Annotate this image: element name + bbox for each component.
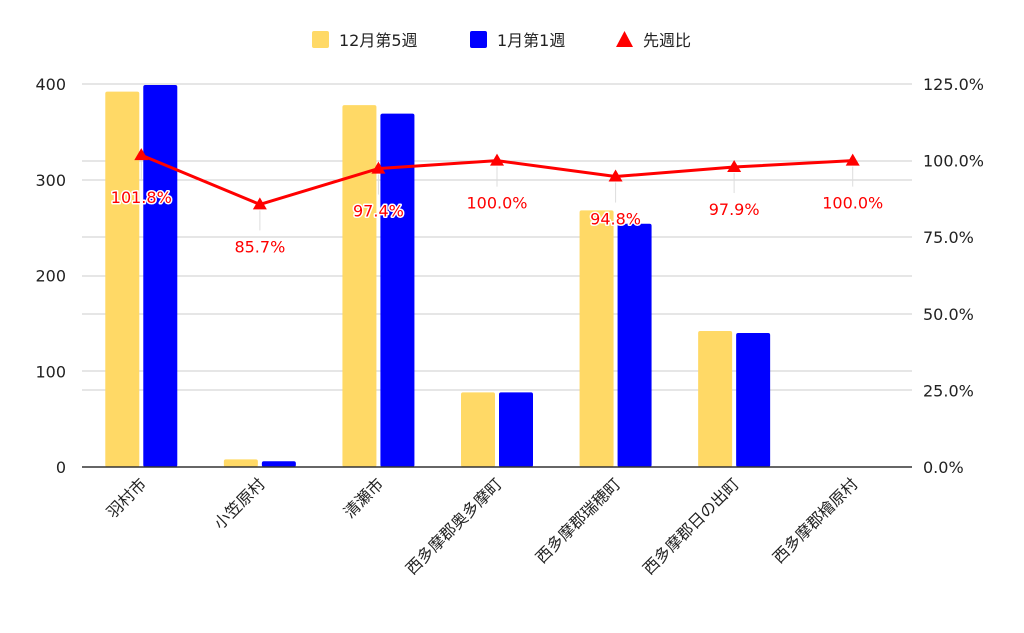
bar-dec-week5 — [342, 105, 377, 467]
ratio-data-label: 97.9% — [709, 200, 760, 219]
category-label: 西多摩郡奥多摩町 — [402, 474, 506, 578]
ratio-data-label: 97.4% — [353, 202, 404, 221]
ratio-data-label: 100.0% — [822, 194, 883, 213]
ratio-marker — [490, 153, 504, 166]
bar-jan-week1 — [143, 84, 178, 468]
legend-label: 先週比 — [643, 31, 691, 50]
category-label: 小笠原村 — [210, 474, 269, 533]
legend-label: 12月第5週 — [339, 31, 418, 50]
legend-item-dec-week5: 12月第5週 — [312, 31, 418, 50]
right-tick-label: 25.0% — [923, 381, 974, 400]
gridlines — [82, 83, 912, 391]
legend: 12月第5週 1月第1週 先週比 — [312, 31, 691, 50]
left-tick-label: 0 — [56, 458, 66, 477]
ratio-marker — [608, 169, 623, 182]
legend-swatch — [470, 31, 487, 48]
left-tick-label: 100 — [35, 362, 66, 381]
legend-label: 1月第1週 — [497, 31, 565, 50]
bar-jan-week1 — [736, 332, 771, 467]
category-label: 西多摩郡瑞穂町 — [532, 474, 625, 567]
bar-dec-week5 — [698, 331, 733, 467]
left-tick-label: 400 — [35, 75, 66, 94]
bars — [105, 84, 771, 468]
category-label: 西多摩郡日の出町 — [639, 474, 743, 578]
right-tick-label: 125.0% — [923, 75, 984, 94]
bar-dec-week5 — [223, 459, 258, 467]
right-tick-label: 50.0% — [923, 305, 974, 324]
bar-jan-week1 — [380, 113, 415, 468]
ratio-marker — [134, 148, 149, 161]
bar-jan-week1 — [499, 392, 533, 467]
legend-item-jan-week1: 1月第1週 — [470, 31, 565, 50]
right-tick-label: 100.0% — [923, 152, 984, 171]
ratio-data-label: 94.8% — [590, 210, 641, 229]
category-label: 清瀬市 — [340, 474, 387, 521]
bar-dec-week5 — [105, 91, 140, 467]
ratio-data-label: 100.0% — [466, 194, 527, 213]
left-tick-label: 200 — [35, 267, 66, 286]
right-axis: 0.0% 25.0% 50.0% 75.0% 100.0% 125.0% — [923, 75, 984, 477]
ratio-marker — [845, 153, 860, 166]
bar-dec-week5 — [461, 392, 495, 467]
bar-jan-week1 — [261, 461, 296, 467]
left-tick-label: 300 — [35, 171, 66, 190]
legend-swatch — [312, 31, 329, 48]
legend-triangle-icon — [616, 31, 633, 47]
legend-item-ratio: 先週比 — [616, 31, 691, 50]
bar-dec-week5 — [579, 210, 614, 467]
category-labels: 羽村市 小笠原村 清瀬市 西多摩郡奥多摩町 西多摩郡瑞穂町 西多摩郡日の出町 西多摩郡檜原村 — [103, 474, 862, 578]
ratio-marker — [371, 161, 386, 174]
category-label: 羽村市 — [103, 474, 150, 521]
ratio-marker — [727, 160, 742, 173]
ratio-line-series: 101.8% 85.7% 97.4% 100.0% 94.8% 97.9% 100.0% — [109, 148, 885, 258]
category-label: 西多摩郡檜原村 — [769, 474, 862, 567]
ratio-marker — [252, 197, 267, 210]
ratio-data-label: 101.8% — [111, 188, 172, 207]
bar-jan-week1 — [617, 223, 652, 467]
ratio-data-label: 85.7% — [234, 237, 285, 256]
right-tick-label: 75.0% — [923, 228, 974, 247]
right-tick-label: 0.0% — [923, 458, 964, 477]
left-axis: 0 100 200 300 400 — [35, 75, 66, 477]
